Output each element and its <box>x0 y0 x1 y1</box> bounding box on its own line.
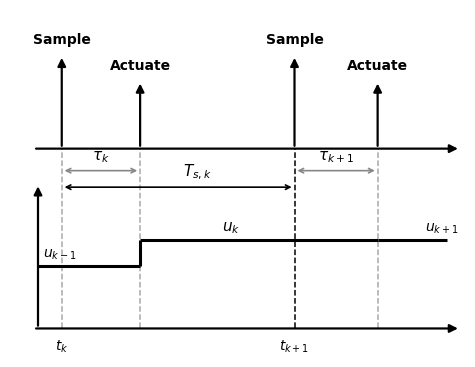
Text: $u_{k-1}$: $u_{k-1}$ <box>43 247 76 262</box>
Text: $\tau_k$: $\tau_k$ <box>92 149 110 165</box>
Text: $T_{s,k}$: $T_{s,k}$ <box>183 163 211 182</box>
Text: $\tau_{k+1}$: $\tau_{k+1}$ <box>318 149 354 165</box>
Text: $t_k$: $t_k$ <box>55 339 68 355</box>
Text: $u_{k+1}$: $u_{k+1}$ <box>425 222 458 236</box>
Text: Sample: Sample <box>33 33 91 47</box>
Text: $t_{k+1}$: $t_{k+1}$ <box>279 339 310 355</box>
Text: Actuate: Actuate <box>347 59 408 73</box>
Text: Sample: Sample <box>266 33 323 47</box>
Text: Actuate: Actuate <box>110 59 171 73</box>
Text: $u_k$: $u_k$ <box>222 220 241 236</box>
